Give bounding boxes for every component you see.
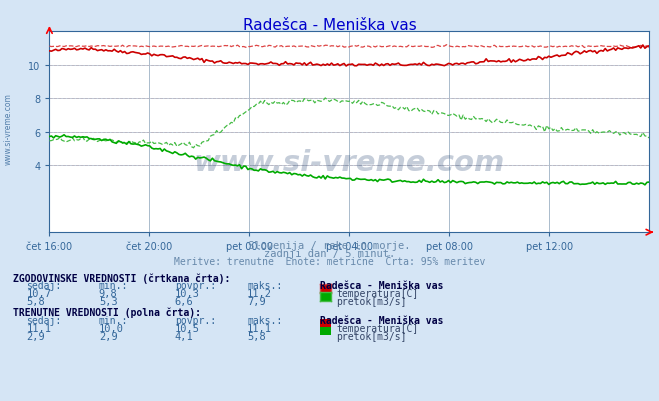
Text: 11,1: 11,1 [26,323,51,333]
Text: temperatura[C]: temperatura[C] [336,289,418,299]
Text: 5,3: 5,3 [99,297,117,307]
Text: 11,2: 11,2 [247,289,272,299]
Text: 5,8: 5,8 [247,331,266,341]
Text: povpr.:: povpr.: [175,281,215,291]
Text: 4,1: 4,1 [175,331,193,341]
Text: 11,1: 11,1 [247,323,272,333]
Text: povpr.:: povpr.: [175,315,215,325]
Text: zadnji dan / 5 minut.: zadnji dan / 5 minut. [264,249,395,259]
Text: 2,9: 2,9 [26,331,45,341]
Text: ZGODOVINSKE VREDNOSTI (črtkana črta):: ZGODOVINSKE VREDNOSTI (črtkana črta): [13,273,231,283]
Text: maks.:: maks.: [247,315,282,325]
Text: www.si-vreme.com: www.si-vreme.com [4,93,13,164]
Text: www.si-vreme.com: www.si-vreme.com [194,148,505,176]
Text: Meritve: trenutne  Enote: metrične  Črta: 95% meritev: Meritve: trenutne Enote: metrične Črta: … [174,257,485,267]
Text: sedaj:: sedaj: [26,315,61,325]
Text: temperatura[C]: temperatura[C] [336,323,418,333]
Text: 6,6: 6,6 [175,297,193,307]
Text: maks.:: maks.: [247,281,282,291]
Text: Radešca - Meniška vas: Radešca - Meniška vas [243,18,416,33]
Text: 5,8: 5,8 [26,297,45,307]
Text: pretok[m3/s]: pretok[m3/s] [336,331,407,341]
Text: 7,9: 7,9 [247,297,266,307]
Text: 10,0: 10,0 [99,323,124,333]
Text: 9,8: 9,8 [99,289,117,299]
Text: 10,5: 10,5 [175,323,200,333]
Text: min.:: min.: [99,315,129,325]
Text: pretok[m3/s]: pretok[m3/s] [336,297,407,307]
Text: sedaj:: sedaj: [26,281,61,291]
Text: 10,7: 10,7 [26,289,51,299]
Text: Radešca - Meniška vas: Radešca - Meniška vas [320,281,443,291]
Text: Radešca - Meniška vas: Radešca - Meniška vas [320,315,443,325]
Text: Slovenija / reke in morje.: Slovenija / reke in morje. [248,241,411,251]
Text: 2,9: 2,9 [99,331,117,341]
Text: 10,3: 10,3 [175,289,200,299]
Text: TRENUTNE VREDNOSTI (polna črta):: TRENUTNE VREDNOSTI (polna črta): [13,307,201,317]
Text: min.:: min.: [99,281,129,291]
